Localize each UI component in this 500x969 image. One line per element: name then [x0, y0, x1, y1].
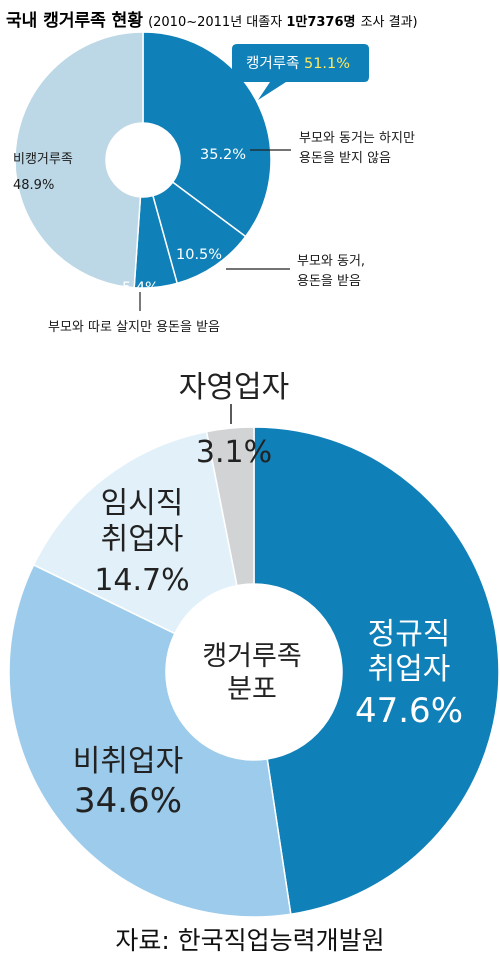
label-p2: 부모와 동거, 용돈을 받음 — [297, 254, 369, 289]
title-sub-tail: 조사 결과) — [361, 15, 418, 30]
callout-box — [232, 44, 369, 100]
label-q3-line1: 임시직 — [101, 486, 184, 521]
value-label-q3: 14.7% — [94, 563, 189, 598]
donut2-slice-q4 — [205, 426, 255, 587]
label-q2: 비취업자 — [73, 744, 183, 779]
center-label-line1: 캥거루족 — [202, 641, 301, 672]
donut2-slice-q3 — [32, 430, 238, 635]
donut1-slice-p4 — [14, 31, 144, 289]
label-p3: 부모와 따로 살지만 용돈을 받음 — [48, 320, 220, 335]
label-p2-line1: 부모와 동거, — [297, 254, 365, 269]
chart-title: 국내 캥거루족 현황 (2010~2011년 대졸자 1만7376명 조사 결과… — [6, 11, 418, 31]
donut-chart-distribution — [8, 426, 500, 918]
label-p4: 비캥거루족 — [13, 152, 73, 167]
callout-value: 51.1% — [304, 56, 350, 72]
center-label-line2: 분포 — [227, 674, 277, 705]
label-q1-line2: 취업자 — [368, 652, 451, 687]
donut2-slice-q2 — [8, 563, 292, 918]
value-label-q4: 3.1% — [196, 435, 272, 470]
label-q3-line2: 취업자 — [101, 522, 184, 557]
title-main: 국내 캥거루족 현황 — [6, 11, 143, 31]
title-sub-count: 1만7376명 — [286, 14, 355, 30]
donut-chart-status — [14, 31, 272, 289]
title-sub: (2010~2011년 대졸자 — [148, 15, 286, 30]
label-p1-line2: 용돈을 받지 않음 — [299, 151, 391, 166]
value-label-p2: 10.5% — [176, 247, 222, 263]
value-label-p3: 5.4% — [122, 280, 159, 296]
callout-label: 캥거루족 — [246, 55, 304, 72]
label-q4: 자영업자 — [179, 370, 289, 405]
leader-lines — [139, 149, 291, 311]
label-p2-line2: 용돈을 받음 — [297, 274, 361, 289]
donut1-slice-p1 — [142, 31, 272, 238]
donut2-slice-q1 — [253, 426, 500, 916]
kangaroo-total-callout: 캥거루족 51.1% — [232, 44, 369, 100]
value-label-p1: 35.2% — [200, 147, 246, 163]
label-p1: 부모와 동거는 하지만 용돈을 받지 않음 — [299, 131, 419, 166]
source-note: 자료: 한국직업능력개발원 — [115, 926, 384, 955]
label-p1-line1: 부모와 동거는 하지만 — [299, 131, 415, 146]
callout-text: 캥거루족 51.1% — [246, 55, 350, 72]
label-q1-line1: 정규직 — [368, 617, 451, 652]
value-label-q2: 34.6% — [74, 781, 182, 821]
value-label-p4: 48.9% — [13, 178, 54, 193]
value-label-q1: 47.6% — [355, 691, 463, 731]
